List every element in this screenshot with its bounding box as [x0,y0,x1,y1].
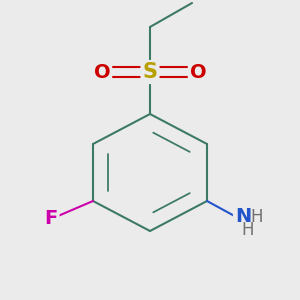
Text: O: O [190,62,206,82]
Text: F: F [44,209,58,229]
Text: H: H [241,221,254,239]
Text: S: S [142,62,158,82]
Text: H: H [250,208,263,226]
Text: O: O [94,62,110,82]
Text: N: N [235,206,251,226]
